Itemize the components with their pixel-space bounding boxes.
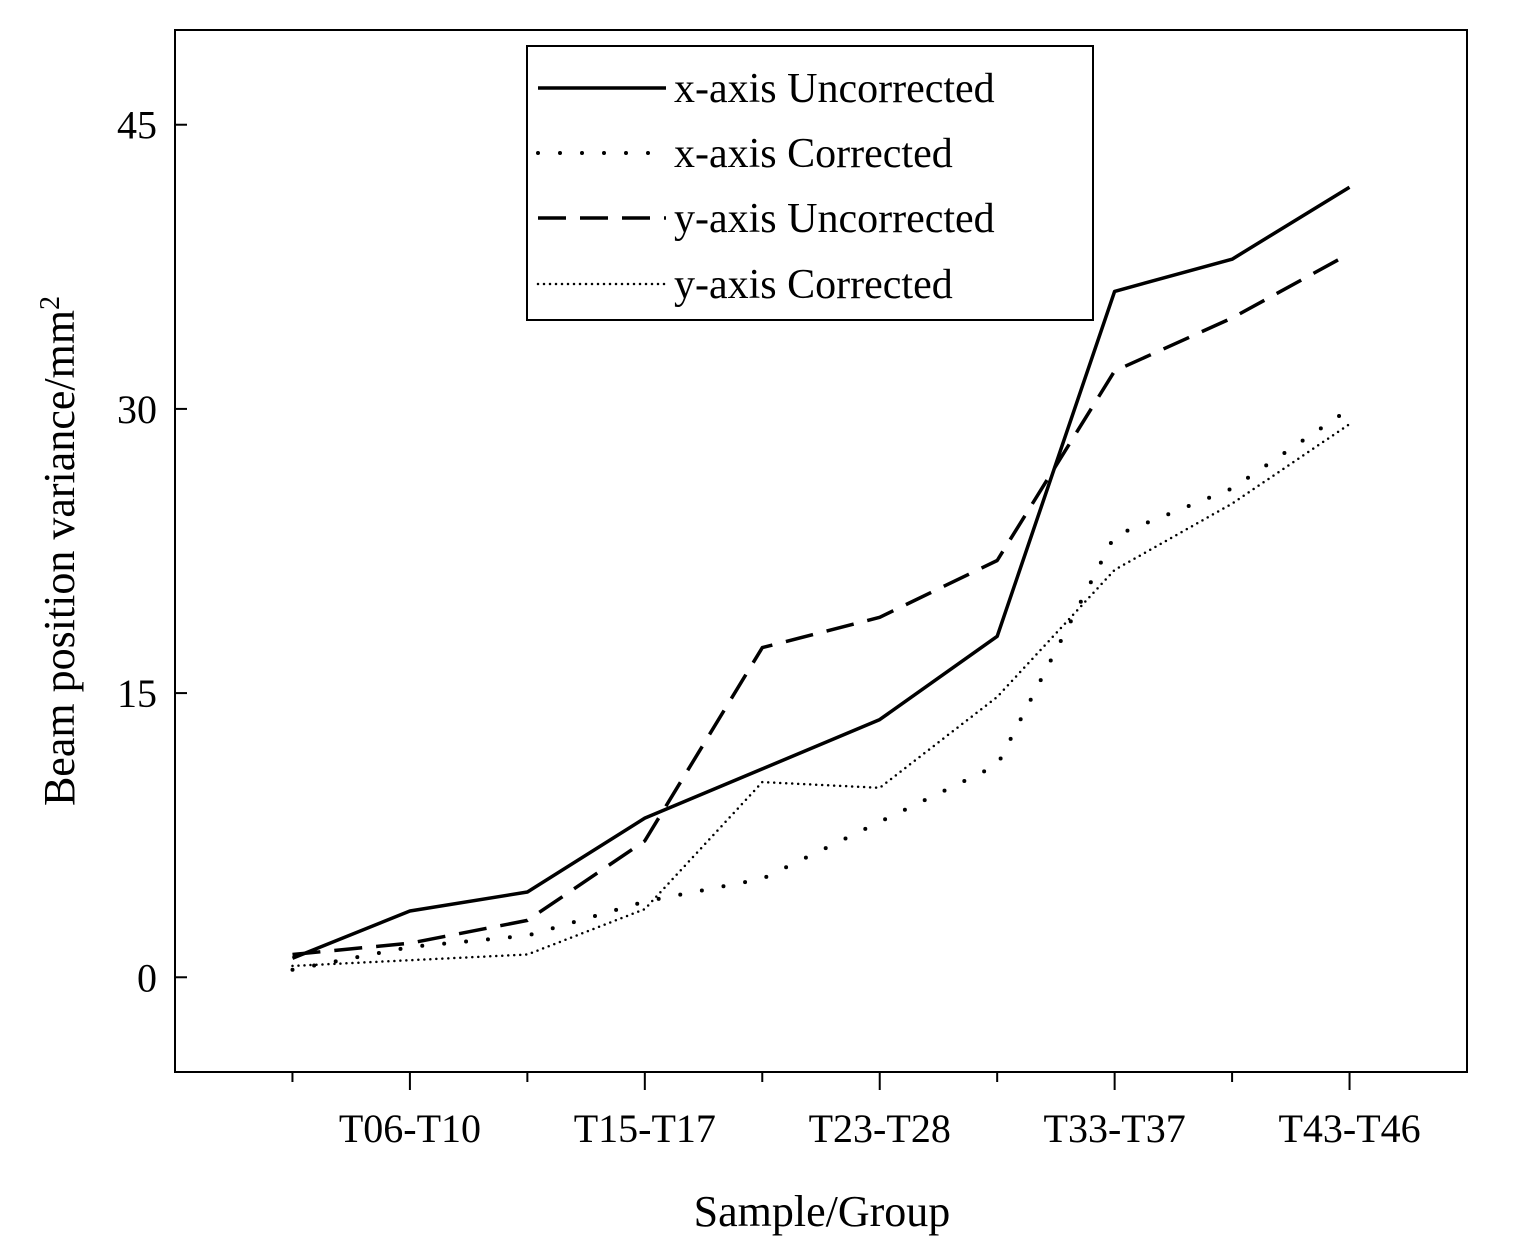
y-tick-label: 15 <box>117 671 157 716</box>
legend-label-y-uncorrected: y-axis Uncorrected <box>674 196 995 242</box>
y-axis-title: Beam position variance/mm2 <box>35 296 85 806</box>
legend-label-x-corrected: x-axis Corrected <box>674 131 953 177</box>
y-tick-label: 30 <box>117 387 157 432</box>
x-axis-ticks: T06-T10 T15-T17 T23-T28 T33-T37 T43-T46 <box>291 1072 1421 1151</box>
series-line-y-axis-corrected <box>291 422 1351 968</box>
plot-area-border <box>174 29 1468 1073</box>
x-tick-label: T23-T28 <box>809 1106 951 1151</box>
y-axis-title-text: Beam position variance/mm <box>35 310 84 806</box>
x-tick-label: T06-T10 <box>339 1106 481 1151</box>
y-tick-label: 0 <box>137 955 157 1000</box>
y-tick-label: 45 <box>117 103 157 148</box>
plot-frame <box>174 29 1468 1073</box>
x-tick-label: T43-T46 <box>1278 1106 1420 1151</box>
legend: x-axis Uncorrected x-axis Corrected y-ax… <box>526 45 1094 321</box>
x-tick-label: T15-T17 <box>574 1106 716 1151</box>
series-line-x-axis-uncorrected <box>291 185 1351 960</box>
legend-label-y-corrected: y-axis Corrected <box>674 262 953 308</box>
series-line-y-axis-uncorrected <box>292 252 1351 957</box>
legend-box <box>526 45 1094 321</box>
x-axis-title: Sample/Group <box>694 1187 951 1236</box>
y-axis-ticks: 0 15 30 45 <box>117 103 187 1000</box>
y-axis-title-superscript: 2 <box>35 296 66 310</box>
series-lines <box>290 185 1352 972</box>
x-tick-label: T33-T37 <box>1044 1106 1186 1151</box>
series-line-x-axis-corrected <box>290 406 1352 972</box>
legend-label-x-uncorrected: x-axis Uncorrected <box>674 66 995 112</box>
